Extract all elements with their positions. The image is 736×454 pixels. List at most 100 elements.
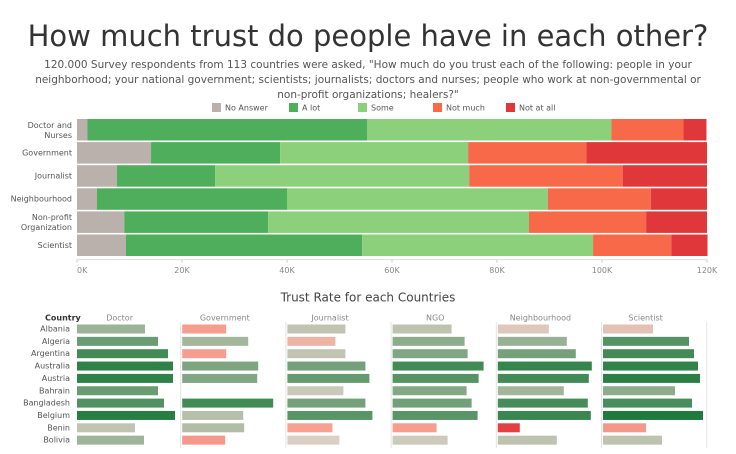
bar-segment <box>268 211 530 233</box>
bar <box>497 336 567 346</box>
bar-segment <box>529 211 647 233</box>
bar <box>603 336 689 346</box>
bar <box>182 435 226 445</box>
bar <box>603 410 703 420</box>
bar <box>287 373 370 383</box>
bar <box>497 398 588 408</box>
bar <box>77 398 164 408</box>
bar <box>287 386 344 396</box>
bar-segment <box>77 165 117 187</box>
bar-segment <box>586 142 707 164</box>
bar <box>497 349 576 359</box>
bar <box>77 386 158 396</box>
bar-segment <box>469 165 623 187</box>
bar <box>287 361 366 371</box>
bar-segment <box>650 188 707 210</box>
bar-segment <box>77 234 126 256</box>
bar-segment <box>125 234 363 256</box>
bar <box>392 423 437 433</box>
bar <box>392 349 468 359</box>
bar <box>497 386 564 396</box>
y-tick-label: Algeria <box>42 337 70 346</box>
bar <box>497 435 557 445</box>
bar <box>497 324 549 334</box>
bar <box>182 398 274 408</box>
bar <box>77 324 145 334</box>
bar <box>603 398 692 408</box>
bar <box>392 361 484 371</box>
bar-segment <box>623 165 707 187</box>
bar-segment <box>151 142 281 164</box>
bar <box>392 373 479 383</box>
bar <box>603 361 698 371</box>
legend-label: Not at all <box>519 104 556 113</box>
y-tick-label: Neighbourhood <box>11 195 72 204</box>
y-tick-label: Scientist <box>38 241 72 250</box>
y-tick-label: Non-profit Organization <box>21 213 72 232</box>
y-tick-label: Austria <box>42 374 70 383</box>
bar <box>182 373 258 383</box>
bar <box>77 361 173 371</box>
bar-segment <box>87 119 368 141</box>
bar-segment <box>671 234 708 256</box>
bar <box>392 386 467 396</box>
bar <box>287 324 346 334</box>
bar-segment <box>96 188 287 210</box>
x-tick-label: 20K <box>174 266 190 275</box>
bar-segment <box>77 211 125 233</box>
bar <box>287 336 336 346</box>
bar-segment <box>611 119 684 141</box>
bar <box>497 373 589 383</box>
legend-label: A lot <box>302 104 320 113</box>
bar <box>77 435 144 445</box>
bar <box>497 410 591 420</box>
y-tick-label: Bangladesh <box>23 399 70 408</box>
column-header: Doctor <box>106 314 133 323</box>
bar <box>182 410 244 420</box>
column-header: Journalist <box>310 314 348 323</box>
x-tick-label: 0K <box>77 266 88 275</box>
bar <box>497 423 520 433</box>
bar-segment <box>77 119 88 141</box>
bar <box>392 336 465 346</box>
column-header: NGO <box>426 314 444 323</box>
bar-segment <box>287 188 548 210</box>
bar <box>77 373 173 383</box>
bar <box>392 398 472 408</box>
chart-title: How much trust do people have in each ot… <box>28 19 709 53</box>
y-tick-label: Belgium <box>37 411 70 420</box>
bar <box>603 386 675 396</box>
y-tick-label: Government <box>22 148 72 157</box>
bar <box>287 435 340 445</box>
bar-segment <box>547 188 651 210</box>
legend-swatch <box>358 103 367 112</box>
bar <box>603 423 646 433</box>
bar-segment <box>215 165 470 187</box>
legend-label: Some <box>371 104 394 113</box>
bar-segment <box>683 119 707 141</box>
x-tick-label: 60K <box>384 266 400 275</box>
bar-segment <box>646 211 707 233</box>
bar <box>77 410 175 420</box>
y-tick-label: Argentina <box>31 349 70 358</box>
column-header: Scientist <box>628 314 662 323</box>
bar-segment <box>124 211 269 233</box>
column-header: Neighbourhood <box>510 314 571 323</box>
bar-segment <box>593 234 672 256</box>
row-header: Country <box>45 314 82 323</box>
legend-label: Not much <box>446 104 485 113</box>
bar <box>287 423 333 433</box>
bar <box>182 349 227 359</box>
bar <box>603 373 700 383</box>
bar-segment <box>77 188 97 210</box>
x-tick-label: 100K <box>592 266 613 275</box>
bar <box>603 435 662 445</box>
chart-title: Trust Rate for each Countries <box>280 291 456 305</box>
bar <box>392 324 452 334</box>
bar <box>287 410 373 420</box>
y-tick-label: Benin <box>47 423 70 432</box>
bar <box>77 336 158 346</box>
y-tick-label: Australia <box>35 362 70 371</box>
